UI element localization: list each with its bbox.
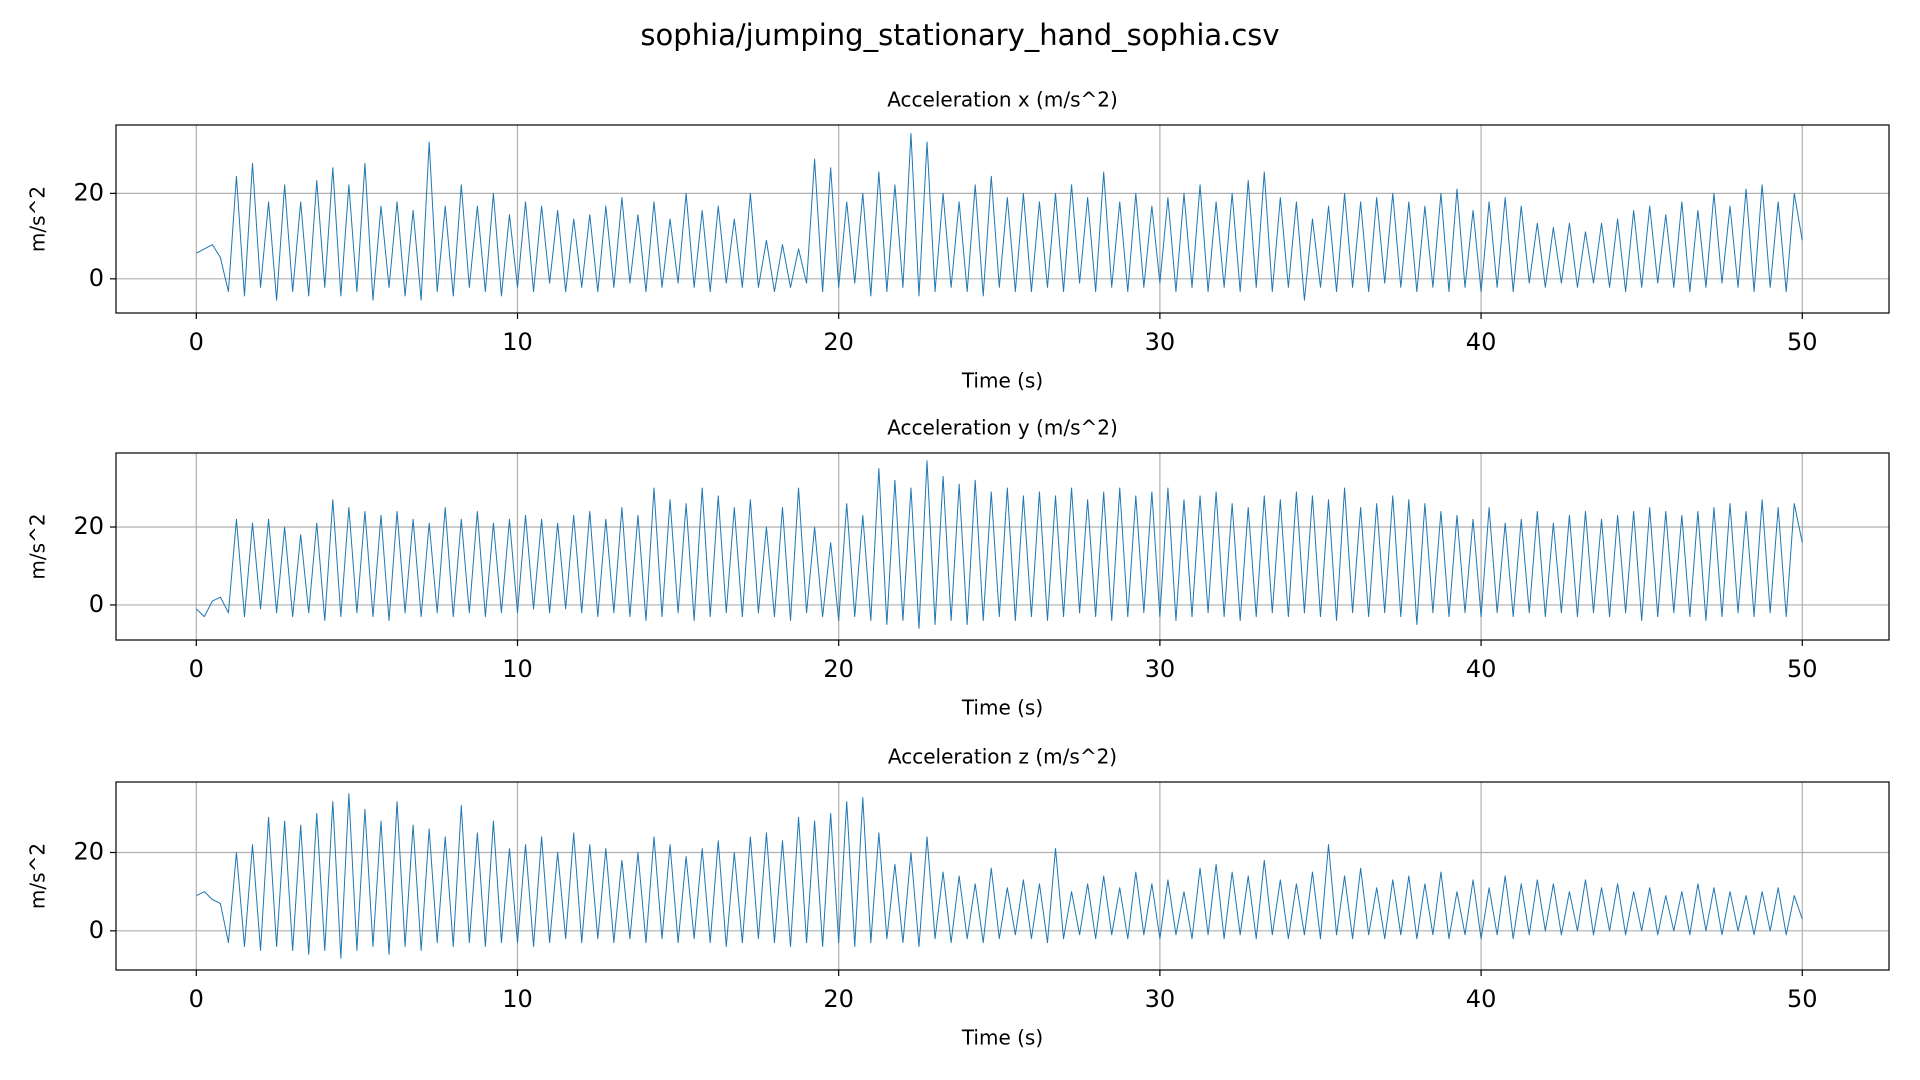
axes-frame xyxy=(115,124,1890,314)
y-axis-label: m/s^2 xyxy=(26,513,50,579)
y-tick-label: 0 xyxy=(89,264,104,292)
y-tick-label: 0 xyxy=(89,916,104,944)
x-tick-label: 20 xyxy=(823,655,854,683)
x-tick-label: 40 xyxy=(1466,655,1497,683)
y-tick-label: 20 xyxy=(73,178,104,206)
x-tick-label: 30 xyxy=(1145,985,1176,1013)
subplot-title: Acceleration x (m/s^2) xyxy=(887,88,1118,112)
x-tick-label: 0 xyxy=(189,655,204,683)
x-tick-label: 20 xyxy=(823,985,854,1013)
x-tick-label: 0 xyxy=(189,328,204,356)
x-tick-label: 50 xyxy=(1787,985,1818,1013)
x-axis-label: Time (s) xyxy=(961,369,1043,393)
axes-frame xyxy=(115,452,1890,641)
y-tick-label: 20 xyxy=(73,512,104,540)
axes-frame xyxy=(115,781,1890,971)
x-tick-label: 10 xyxy=(502,655,533,683)
y-axis-label: m/s^2 xyxy=(26,843,50,909)
x-axis-label: Time (s) xyxy=(961,696,1043,720)
x-tick-label: 20 xyxy=(823,328,854,356)
data-line xyxy=(196,133,1803,301)
data-line xyxy=(195,460,1803,629)
subplot-title: Acceleration z (m/s^2) xyxy=(888,745,1117,769)
y-tick-label: 20 xyxy=(73,838,104,866)
y-axis-label: m/s^2 xyxy=(26,186,50,252)
x-tick-label: 30 xyxy=(1145,328,1176,356)
y-tick-label: 0 xyxy=(89,590,104,618)
x-tick-label: 0 xyxy=(189,985,204,1013)
figure-title: sophia/jumping_stationary_hand_sophia.cs… xyxy=(640,18,1279,52)
x-tick-label: 10 xyxy=(502,985,533,1013)
data-line xyxy=(196,793,1803,959)
x-tick-label: 50 xyxy=(1787,655,1818,683)
x-tick-label: 30 xyxy=(1145,655,1176,683)
x-tick-label: 50 xyxy=(1787,328,1818,356)
x-tick-label: 40 xyxy=(1466,985,1497,1013)
x-axis-label: Time (s) xyxy=(961,1026,1043,1050)
x-tick-label: 40 xyxy=(1466,328,1497,356)
x-tick-label: 10 xyxy=(502,328,533,356)
subplot-title: Acceleration y (m/s^2) xyxy=(887,416,1118,440)
